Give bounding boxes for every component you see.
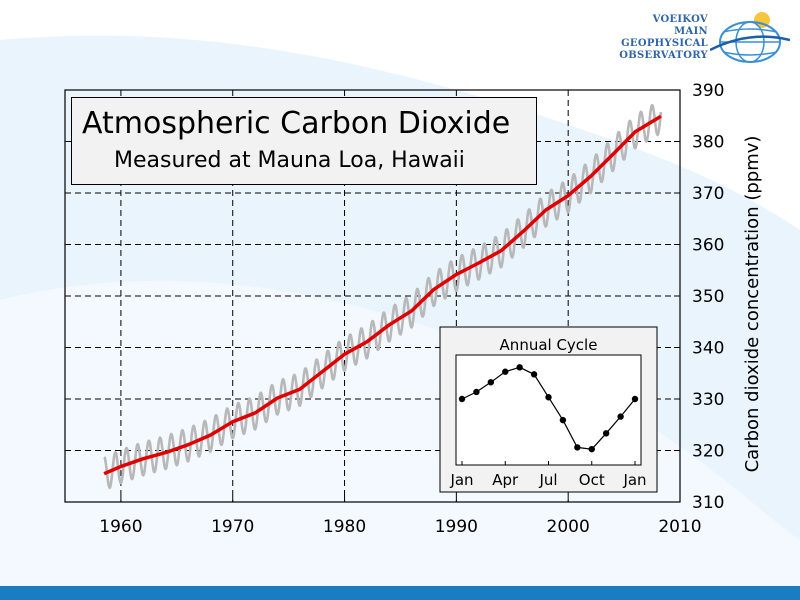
- inset-data-point: [458, 395, 466, 403]
- inset-x-tick-label: Jul: [538, 471, 557, 489]
- inset-data-point: [631, 395, 639, 403]
- y-tick-label: 370: [692, 184, 724, 204]
- monthly-series-line: [103, 103, 663, 490]
- inset-plot-frame: [455, 354, 642, 466]
- inset-data-point: [602, 430, 610, 437]
- chart-title-box: Atmospheric Carbon Dioxide Measured at M…: [71, 97, 537, 185]
- chart-title: Atmospheric Carbon Dioxide: [82, 106, 511, 141]
- x-tick-label: 1990: [435, 517, 478, 537]
- main-plot-area: 1960 1970 1980 1990 2000 2010 310 320 330 340 350 3…: [64, 81, 763, 537]
- globe-sun-icon: [710, 12, 790, 63]
- trend-series-line: [103, 114, 662, 476]
- x-tick-label: 2010: [658, 517, 701, 537]
- inset-x-tick-label: Apr: [492, 471, 519, 489]
- inset-data-point: [545, 394, 552, 401]
- bottom-bar: [0, 586, 800, 600]
- inset-title: Annual Cycle: [500, 336, 598, 354]
- y-tick-label: 390: [692, 81, 724, 101]
- y-tick-label: 340: [692, 339, 724, 359]
- y-tick-label: 350: [692, 287, 724, 307]
- x-tick-label: 1970: [211, 517, 254, 537]
- logo-line-4: OBSERVATORY: [619, 50, 708, 61]
- observatory-logo: VOEIKOV MAIN GEOPHYSICAL OBSERVATORY: [610, 10, 800, 70]
- plot-frame: [64, 89, 681, 503]
- inset-data-point: [617, 413, 624, 420]
- inset-data-point: [574, 444, 581, 451]
- y-axis-label: Carbon dioxide concentration (ppmv): [742, 136, 763, 473]
- y-tick-label: 320: [692, 442, 724, 462]
- x-tick-label: 1980: [323, 517, 366, 537]
- inset-x-tick-label: Jan: [622, 471, 646, 489]
- y-tick-label: 360: [692, 236, 724, 256]
- inset-data-point: [559, 416, 567, 424]
- y-tick-label: 330: [692, 390, 724, 410]
- inset-data-point: [530, 371, 538, 378]
- inset-data-point: [487, 379, 495, 386]
- logo-line-2: MAIN: [674, 26, 708, 37]
- y-tick-label: 380: [692, 133, 724, 153]
- y-tick-label: 310: [692, 493, 724, 513]
- inset-data-point: [473, 388, 480, 396]
- chart-subtitle: Measured at Mauna Loa, Hawaii: [114, 148, 465, 173]
- logo-line-3: GEOPHYSICAL: [621, 38, 708, 49]
- logo-line-1: VOEIKOV: [652, 14, 708, 25]
- inset-data-point: [516, 364, 523, 371]
- inset-annual-cycle: Annual Cycle Jan Apr Jul Oct Jan: [439, 326, 658, 493]
- inset-data-point: [588, 445, 595, 453]
- inset-x-tick-label: Jan: [449, 471, 473, 489]
- x-tick-label: 1960: [99, 517, 142, 537]
- inset-data-point: [502, 368, 509, 375]
- x-tick-label: 2000: [547, 517, 590, 537]
- inset-x-tick-label: Oct: [579, 471, 605, 489]
